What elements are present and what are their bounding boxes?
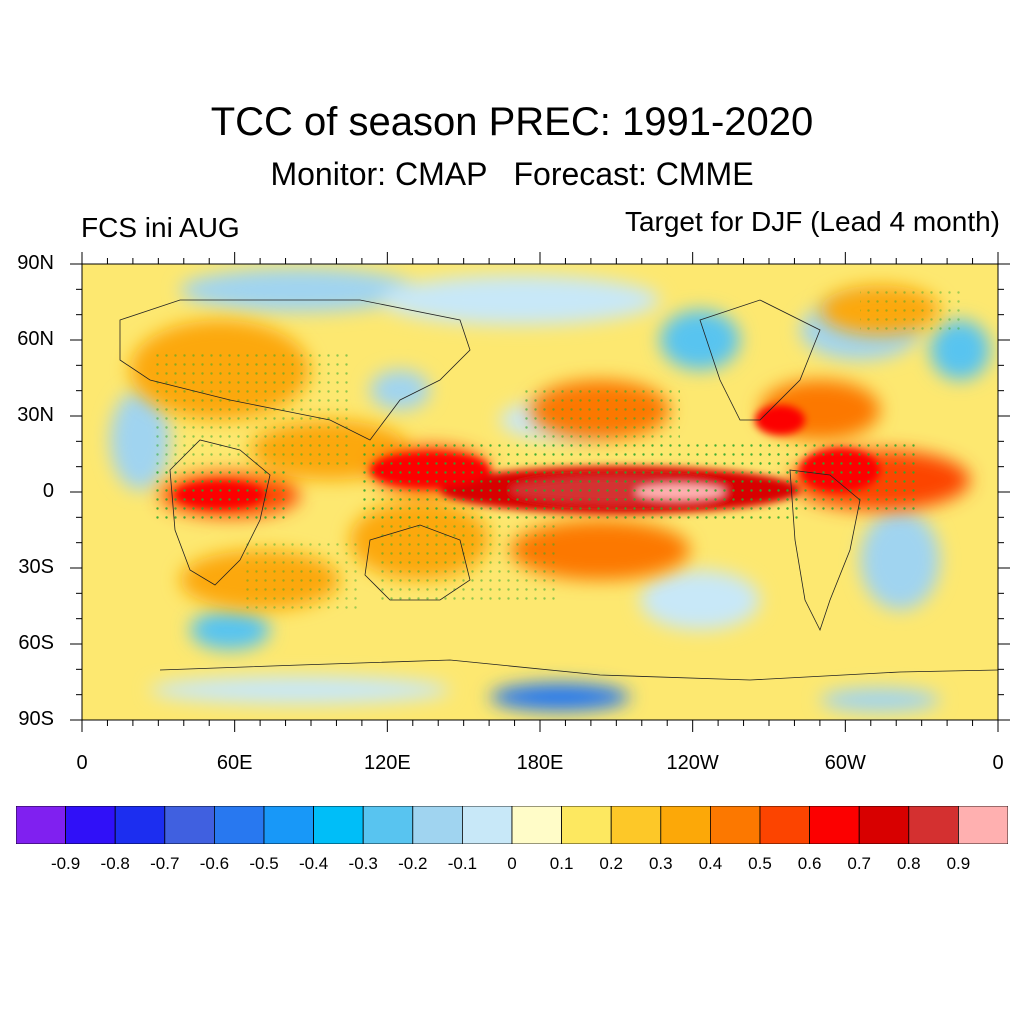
colorbar-label: 0.6 xyxy=(797,854,822,873)
lat-tick-label: 90S xyxy=(18,708,54,730)
colorbar-swatch xyxy=(710,806,761,844)
colorbar-swatch xyxy=(362,806,414,844)
colorbar-label: 0.7 xyxy=(847,854,872,873)
lon-tick-label: 180E xyxy=(516,752,564,774)
colorbar-label: 0.2 xyxy=(599,854,624,873)
colorbar-label: -0.7 xyxy=(150,854,180,873)
lon-tick-label: 60E xyxy=(216,752,253,774)
colorbar-label: 0 xyxy=(507,854,517,873)
lat-tick-label: 30N xyxy=(17,404,54,426)
colorbar-swatch xyxy=(809,806,860,844)
lon-tick-label: 0 xyxy=(992,752,1004,774)
colorbar-swatch xyxy=(114,806,166,844)
colorbar-label: 0.4 xyxy=(698,854,723,873)
colorbar-label: -0.9 xyxy=(50,854,81,873)
colorbar-label: 0.3 xyxy=(648,854,673,873)
lon-tick-label: 120E xyxy=(363,752,411,774)
colorbar-label: 0.8 xyxy=(896,854,921,873)
colorbar-swatch xyxy=(908,806,959,844)
colorbar xyxy=(16,806,1008,844)
colorbar-swatch xyxy=(213,806,265,844)
colorbar-swatch xyxy=(511,806,562,844)
colorbar-label: 0.9 xyxy=(946,854,971,873)
initialization-label: FCS ini AUG xyxy=(81,212,240,243)
colorbar-swatch xyxy=(610,806,662,844)
colorbar-swatch xyxy=(164,806,215,844)
map-field xyxy=(82,264,998,720)
colorbar-swatch xyxy=(263,806,314,844)
map-title: TCC of season PREC: 1991-2020 xyxy=(210,100,814,144)
lat-tick-label: 0 xyxy=(42,480,54,502)
colorbar-swatch xyxy=(461,806,513,844)
tcc-map xyxy=(70,252,1010,732)
colorbar-swatch xyxy=(759,806,810,844)
colorbar-label: -0.8 xyxy=(100,854,130,873)
lon-tick-label: 60W xyxy=(824,752,866,774)
colorbar-swatch xyxy=(660,806,711,844)
colorbar-label: -0.1 xyxy=(447,854,478,873)
colorbar-swatch xyxy=(412,806,463,844)
colorbar-swatch xyxy=(958,806,1008,844)
colorbar-label: -0.6 xyxy=(199,854,230,873)
colorbar-label: 0.1 xyxy=(549,854,574,873)
colorbar-label: -0.3 xyxy=(348,854,378,873)
colorbar-swatch xyxy=(16,806,66,844)
colorbar-swatch xyxy=(65,806,116,844)
lat-tick-label: 90N xyxy=(17,252,54,274)
lat-tick-label: 60S xyxy=(18,632,54,654)
target-label: Target for DJF (Lead 4 month) xyxy=(624,206,1000,237)
colorbar-label: -0.2 xyxy=(398,854,428,873)
map-subtitle: Monitor: CMAP Forecast: CMME xyxy=(270,156,754,192)
lat-tick-label: 60N xyxy=(17,328,54,350)
colorbar-label: -0.5 xyxy=(249,854,279,873)
colorbar-label: -0.4 xyxy=(298,854,329,873)
colorbar-swatch xyxy=(313,806,364,844)
colorbar-swatch xyxy=(858,806,910,844)
lon-tick-label: 0 xyxy=(76,752,88,774)
colorbar-swatch xyxy=(561,806,612,844)
lat-tick-label: 30S xyxy=(18,556,54,578)
lon-tick-label: 120W xyxy=(666,752,719,774)
colorbar-label: 0.5 xyxy=(748,854,772,873)
